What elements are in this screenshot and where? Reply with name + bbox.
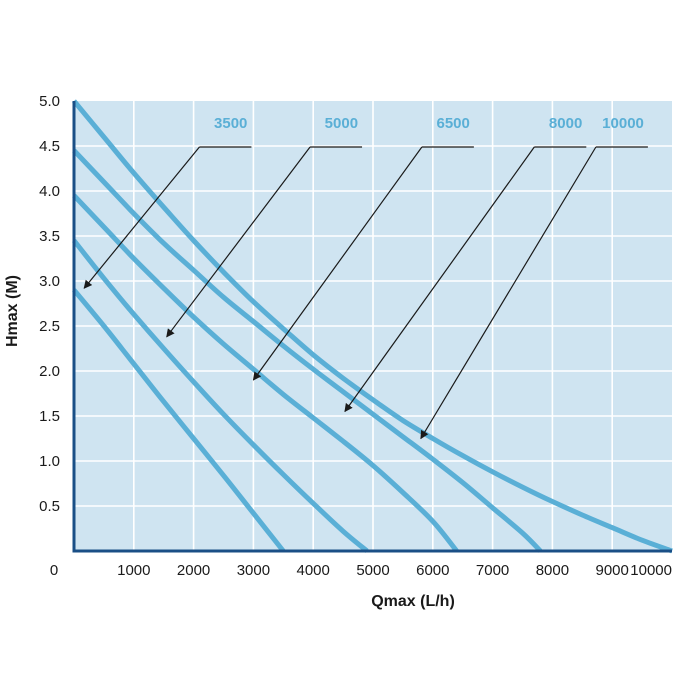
- y-tick-label: 2.5: [39, 318, 60, 335]
- y-tick-label: 4.5: [39, 138, 60, 155]
- y-tick-label: 1.0: [39, 453, 60, 470]
- series-annotations: 3500 5000 6500 8000 10000: [83, 115, 648, 440]
- tick-labels: 0 1000 2000 3000 4000 5000 6000 7000 8000 9000 100…: [39, 93, 672, 579]
- y-tick-label: 1.5: [39, 408, 60, 425]
- series-label-8000: 8000: [549, 115, 582, 132]
- leader-arrow-6500: [252, 146, 423, 381]
- y-tick-label: 5.0: [39, 93, 60, 110]
- x-tick-label: 5000: [356, 562, 389, 579]
- leader-arrow-10000: [420, 146, 597, 440]
- x-tick-label: 8000: [536, 562, 569, 579]
- series-line-10000: [72, 99, 673, 554]
- x-tick-label: 9000: [596, 562, 629, 579]
- y-tick-label: 2.0: [39, 363, 60, 380]
- y-tick-label: 3.0: [39, 273, 60, 290]
- y-tick-label: 4.0: [39, 183, 60, 200]
- leader-arrow-3500: [83, 146, 200, 289]
- leader-arrow-8000: [344, 146, 535, 413]
- series-line-3500: [72, 288, 286, 553]
- x-tick-label: 7000: [476, 562, 509, 579]
- x-tick-label: 1000: [117, 562, 150, 579]
- x-tick-label: 6000: [416, 562, 449, 579]
- series-label-5000: 5000: [325, 115, 358, 132]
- series-curves: [72, 99, 673, 554]
- x-tick-label: 10000: [630, 562, 672, 579]
- series-label-3500: 3500: [214, 115, 247, 132]
- series-label-6500: 6500: [437, 115, 470, 132]
- series-label-10000: 10000: [602, 115, 644, 132]
- x-tick-label: 3000: [237, 562, 270, 579]
- leader-arrow-5000: [166, 146, 311, 338]
- series-line-6500: [72, 193, 459, 553]
- x-axis-title: Qmax (L/h): [371, 593, 455, 610]
- series-line-5000: [72, 238, 369, 553]
- y-tick-label: 3.5: [39, 228, 60, 245]
- y-tick-label: 0.5: [39, 498, 60, 515]
- axes: [72, 101, 672, 553]
- series-line-8000: [72, 148, 543, 553]
- x-tick-label: 0: [50, 562, 58, 579]
- y-axis-title: Hmax (M): [4, 275, 21, 347]
- x-tick-label: 2000: [177, 562, 210, 579]
- x-tick-label: 4000: [297, 562, 330, 579]
- grid: [74, 101, 672, 551]
